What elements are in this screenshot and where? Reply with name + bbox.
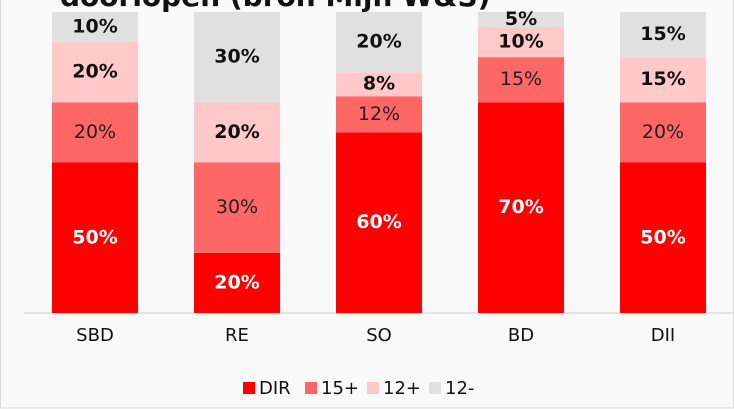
bar-segment bbox=[620, 102, 706, 163]
x-tick-label: SO bbox=[366, 325, 392, 346]
data-label: 5% bbox=[505, 8, 537, 30]
bar-segment bbox=[620, 57, 706, 103]
bar-segment bbox=[194, 12, 280, 103]
bar-segment bbox=[194, 102, 280, 163]
data-label: 50% bbox=[640, 226, 685, 248]
legend-swatch bbox=[429, 382, 441, 394]
bar-segment bbox=[52, 42, 138, 103]
bar-segment bbox=[478, 27, 564, 58]
bar-segment bbox=[478, 57, 564, 103]
x-tick-label: BD bbox=[508, 325, 534, 346]
bar-segment bbox=[336, 12, 422, 73]
x-tick-label: SBD bbox=[76, 325, 114, 346]
data-label: 12% bbox=[358, 103, 400, 125]
bar-segment bbox=[620, 162, 706, 313]
chart-title: doorlopen (bron Mijn W&S) bbox=[60, 0, 490, 13]
data-label: 20% bbox=[74, 121, 116, 143]
x-tick-label: RE bbox=[225, 325, 249, 346]
data-label: 15% bbox=[640, 68, 685, 90]
legend-label: 15+ bbox=[321, 378, 359, 399]
legend-label: 12- bbox=[445, 378, 474, 399]
data-label: 15% bbox=[640, 23, 685, 45]
bar-segment bbox=[52, 12, 138, 43]
legend-label: 12+ bbox=[383, 378, 421, 399]
data-label: 30% bbox=[216, 196, 258, 218]
data-label: 10% bbox=[72, 16, 117, 38]
data-label: 50% bbox=[72, 226, 117, 248]
data-label: 20% bbox=[356, 31, 401, 53]
data-label: 8% bbox=[363, 73, 395, 95]
bar-segment bbox=[336, 72, 422, 97]
data-label: 20% bbox=[214, 271, 259, 293]
x-tick-label: DII bbox=[651, 325, 675, 346]
bar-segment bbox=[336, 132, 422, 313]
data-label: 30% bbox=[214, 46, 259, 68]
bar-segment bbox=[194, 162, 280, 253]
data-label: 15% bbox=[500, 68, 542, 90]
data-label: 70% bbox=[498, 196, 543, 218]
legend-swatch bbox=[367, 382, 379, 394]
bar-segment bbox=[478, 102, 564, 313]
data-label: 10% bbox=[498, 31, 543, 53]
bar-segment bbox=[478, 12, 564, 28]
data-label: 60% bbox=[356, 211, 401, 233]
legend-swatch bbox=[305, 382, 317, 394]
bar-segment bbox=[336, 96, 422, 133]
bar-segment bbox=[52, 162, 138, 313]
bar-segment bbox=[620, 12, 706, 58]
data-label: 20% bbox=[642, 121, 684, 143]
legend-label: DIR bbox=[259, 378, 291, 399]
bar-segment bbox=[194, 252, 280, 313]
data-label: 20% bbox=[214, 121, 259, 143]
legend-swatch bbox=[243, 382, 255, 394]
bar-segment bbox=[52, 102, 138, 163]
data-label: 20% bbox=[72, 61, 117, 83]
